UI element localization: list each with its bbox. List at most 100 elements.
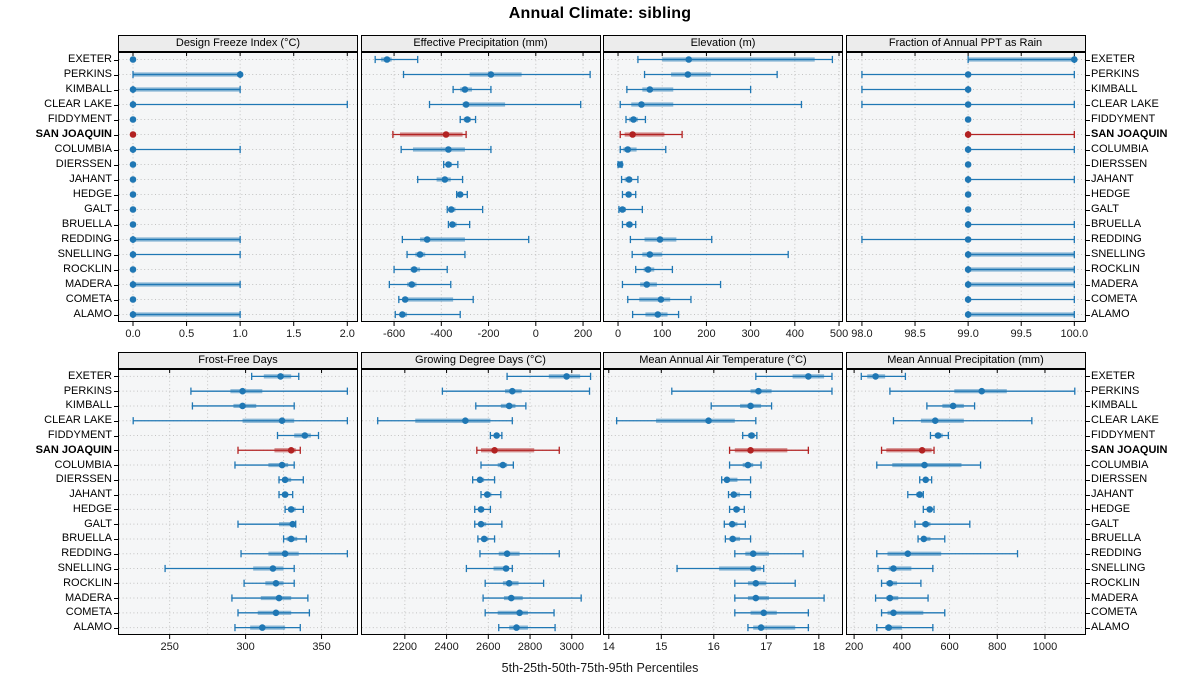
x-tick-label: 2.0 [340, 328, 355, 340]
percentile-row [129, 85, 241, 94]
percentile-row [888, 387, 1075, 395]
percentile-row [724, 535, 752, 543]
y-tick-right [1085, 254, 1090, 256]
y-tick-right [1085, 59, 1090, 61]
percentile-row [129, 250, 241, 259]
y-tick-right [1085, 209, 1090, 211]
station-label-right-rocklin: ROCKLIN [1091, 263, 1140, 275]
percentile-row [164, 564, 295, 573]
percentile-row [742, 431, 758, 440]
station-label-left-hedge: HEDGE [72, 502, 112, 515]
y-tick-right [1085, 284, 1090, 286]
y-tick-right [1085, 376, 1090, 378]
percentile-row [964, 191, 971, 198]
percentile-row [747, 624, 809, 632]
percentile-row [964, 310, 1075, 319]
percentile-row [446, 205, 483, 214]
x-axis-label: 5th-25th-50th-75th-95th Percentiles [501, 661, 699, 675]
x-tick-label: 2600 [476, 641, 500, 653]
panel-strip-growing-degree-days: Growing Degree Days (°C) [360, 352, 601, 369]
x-tick-label: 98.0 [851, 328, 872, 340]
y-tick-left [114, 376, 118, 378]
percentile-row [190, 387, 349, 395]
y-tick-left [114, 134, 118, 136]
station-label-left-dierssen: DIERSSEN [55, 158, 112, 170]
percentile-row [727, 491, 752, 499]
percentile-row [455, 190, 468, 199]
y-tick-right [1085, 391, 1090, 393]
percentile-row [447, 220, 470, 229]
station-label-left-fiddyment: FIDDYMENT [47, 113, 112, 125]
station-label-right-fiddyment: FIDDYMENT [1091, 113, 1156, 125]
x-tick-label: 1.5 [286, 328, 301, 340]
station-label-right-madera: MADERA [1091, 278, 1139, 290]
percentile-row [964, 220, 1075, 229]
station-label-right-kimball: KIMBALL [1091, 399, 1138, 412]
percentile-row [234, 461, 295, 469]
y-tick-right [1085, 509, 1090, 511]
y-tick-left [114, 59, 118, 61]
percentile-row [635, 265, 674, 274]
y-tick-right [1085, 627, 1090, 629]
percentile-row [860, 70, 1075, 79]
station-label-left-dierssen: DIERSSEN [55, 473, 112, 486]
percentile-row [497, 624, 556, 632]
percentile-row [964, 175, 1075, 184]
station-label-left-alamo: ALAMO [73, 308, 112, 320]
x-tick-label: 200 [697, 328, 715, 340]
percentile-row [671, 387, 833, 395]
percentile-row [643, 70, 778, 79]
percentile-row [388, 280, 451, 289]
y-tick-right [1085, 612, 1090, 614]
station-label-right-hedge: HEDGE [1091, 188, 1131, 200]
y-tick-left [114, 269, 118, 271]
station-label-left-jahant: JAHANT [69, 173, 112, 185]
percentile-row [129, 221, 137, 228]
percentile-row [964, 250, 1075, 259]
y-tick-right [1085, 598, 1090, 600]
percentile-row [964, 130, 1075, 139]
station-label-right-dierssen: DIERSSEN [1091, 473, 1148, 486]
percentile-row [874, 594, 929, 602]
percentile-row [880, 446, 935, 454]
percentile-row [129, 296, 137, 303]
panel-mean-annual-air-temp: 14 15 16 17 18 [603, 369, 843, 653]
percentile-row [278, 491, 294, 499]
percentile-row [723, 520, 746, 528]
x-tick-label: 300 [741, 328, 759, 340]
percentile-row [428, 100, 581, 109]
percentile-row [129, 266, 137, 273]
percentile-row [734, 594, 825, 602]
percentile-row [860, 235, 1075, 244]
y-tick-left [114, 509, 118, 511]
station-label-right-snelling: SNELLING [1091, 248, 1146, 260]
y-tick-left [114, 104, 118, 106]
percentile-row [284, 505, 304, 513]
y-tick-left [114, 89, 118, 91]
y-tick-left [114, 420, 118, 422]
percentile-row [231, 594, 309, 602]
station-label-right-clear-lake: CLEAR LAKE [1091, 414, 1159, 427]
panel-frost-free-days: 250 300 350 [118, 369, 358, 653]
percentile-row [966, 55, 1078, 64]
x-tick-label: 200 [844, 641, 862, 653]
y-tick-left [114, 435, 118, 437]
percentile-row [880, 579, 922, 587]
percentile-row [964, 265, 1075, 274]
percentile-row [860, 372, 906, 380]
percentile-row [394, 310, 461, 319]
station-label-right-columbia: COLUMBIA [1091, 458, 1149, 471]
percentile-row [964, 145, 1075, 154]
percentile-row [481, 594, 582, 602]
y-tick-right [1085, 405, 1090, 407]
station-label-right-redding: REDDING [1091, 547, 1142, 560]
station-label-left-snelling: SNELLING [57, 562, 112, 574]
percentile-row [240, 550, 349, 558]
y-tick-right [1085, 299, 1090, 301]
percentile-row [618, 205, 643, 214]
percentile-row [129, 176, 137, 183]
station-label-left-clear-lake: CLEAR LAKE [44, 98, 112, 110]
percentile-row [620, 175, 639, 184]
panel-strip-effective-precipitation: Effective Precipitation (mm) [360, 35, 601, 52]
percentile-row [441, 387, 590, 395]
